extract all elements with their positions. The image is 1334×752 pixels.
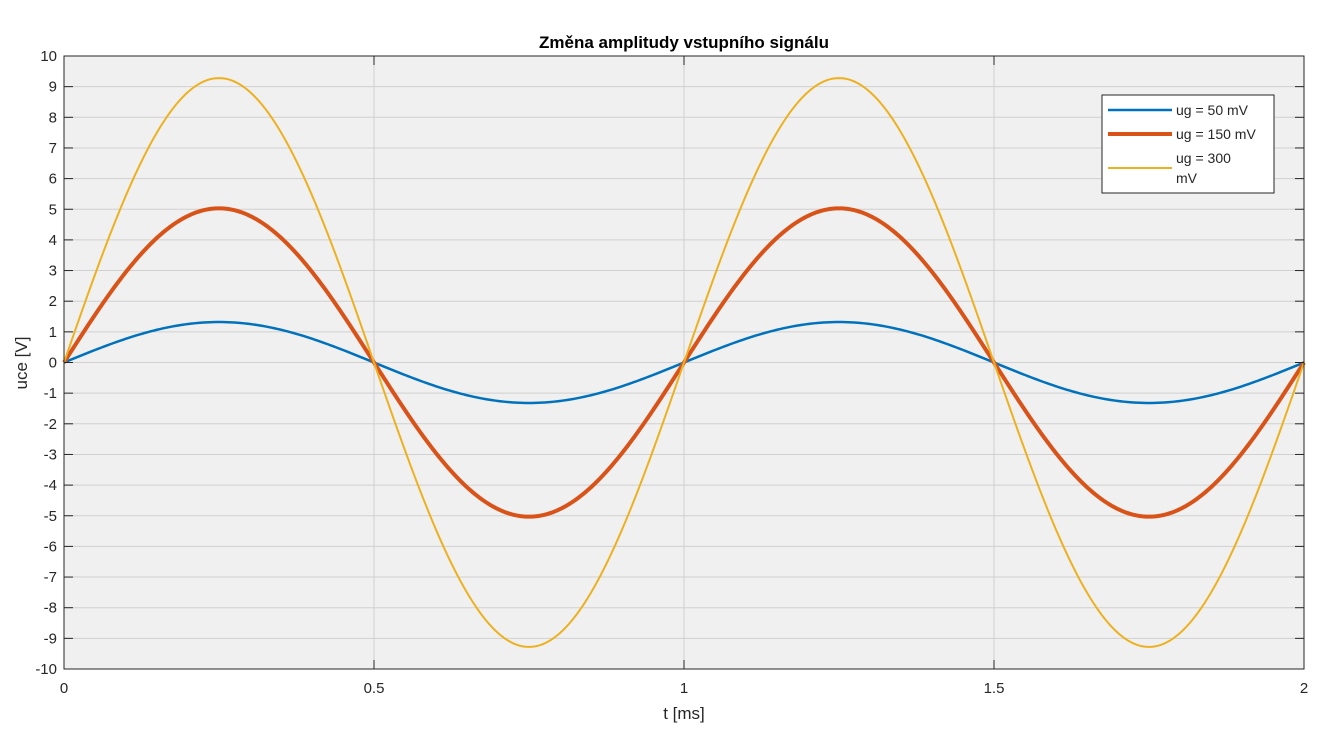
y-tick-label: -9	[44, 630, 57, 647]
y-tick-label: 6	[49, 171, 57, 188]
legend-label: ug = 150 mV	[1176, 126, 1256, 142]
y-axis-label: uce [V]	[12, 337, 31, 390]
y-tick-label: 4	[49, 232, 57, 249]
legend-label: ug = 50 mV	[1176, 102, 1249, 118]
y-tick-label: -8	[44, 600, 57, 617]
x-tick-label: 1.5	[984, 680, 1005, 697]
y-tick-label: 7	[49, 140, 57, 157]
y-tick-label: 8	[49, 109, 57, 126]
series-line	[63, 77, 1305, 648]
y-tick-label: 2	[49, 293, 57, 310]
y-tick-label: -3	[44, 446, 57, 463]
y-tick-label: -4	[44, 477, 57, 494]
y-tick-label: 1	[49, 324, 57, 341]
x-tick-labels: 0 0.5 1 1.5 2	[60, 680, 1308, 697]
y-tick-label: 5	[49, 201, 57, 218]
x-axis-label: t [ms]	[663, 704, 705, 723]
axis-ticks	[63, 55, 1305, 670]
legend-label: ug = 300	[1176, 150, 1231, 166]
legend: ug = 50 mV ug = 150 mV ug = 300 mV	[1101, 94, 1275, 194]
y-tick-label: -5	[44, 508, 57, 525]
legend-items: ug = 50 mV ug = 150 mV ug = 300 mV	[1108, 102, 1256, 186]
x-tick-label: 1	[680, 680, 688, 697]
y-tick-label: -1	[44, 385, 57, 402]
y-tick-label: -2	[44, 416, 57, 433]
x-tick-label: 0.5	[364, 680, 385, 697]
y-tick-label: 3	[49, 263, 57, 280]
x-tick-label: 2	[1300, 680, 1308, 697]
y-tick-label: -6	[44, 538, 57, 555]
y-tick-label: -10	[35, 661, 57, 678]
series-group	[62, 77, 1306, 648]
chart-title: Změna amplitudy vstupního signálu	[539, 33, 829, 52]
y-tick-label: -7	[44, 569, 57, 586]
x-tick-label: 0	[60, 680, 68, 697]
legend-box	[1101, 94, 1275, 194]
y-tick-label: 9	[49, 79, 57, 96]
y-tick-label: 0	[49, 355, 57, 372]
legend-label: mV	[1176, 170, 1198, 186]
y-tick-label: 10	[40, 48, 57, 65]
